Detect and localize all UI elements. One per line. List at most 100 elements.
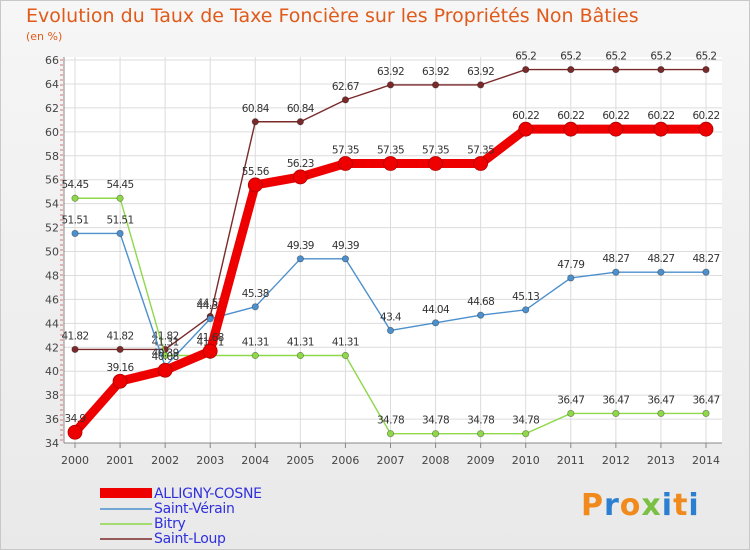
data-label: 48.27 — [602, 253, 629, 265]
data-label: 44.57 — [197, 297, 224, 309]
legend-label: Saint-Vérain — [154, 500, 235, 517]
data-point — [522, 306, 530, 314]
x-tick-label: 2000 — [61, 454, 89, 467]
data-label: 60.84 — [287, 103, 315, 115]
data-label: 49.39 — [332, 240, 359, 252]
proxiti-logo: Proxiti — [581, 488, 700, 523]
y-tick-label: 64 — [45, 78, 59, 91]
legend-label: Bitry — [154, 515, 186, 532]
data-point — [247, 177, 263, 193]
data-point — [612, 65, 620, 74]
x-tick-label: 2011 — [557, 454, 585, 467]
series-alligny-cosne: 34.9 39.16 40.08 41.68 55.56 56.23 57.35 57.35 5… — [65, 110, 720, 440]
data-label: 49.39 — [287, 240, 314, 252]
y-tick-label: 56 — [45, 174, 59, 187]
data-point — [698, 121, 714, 137]
data-point — [473, 156, 489, 171]
data-point — [157, 362, 173, 378]
data-label: 60.22 — [557, 110, 584, 122]
data-point — [612, 268, 620, 276]
data-point — [71, 229, 79, 238]
data-point — [292, 169, 308, 185]
data-point — [202, 343, 218, 359]
x-tick-label: 2009 — [467, 454, 495, 467]
y-tick-label: 52 — [45, 222, 59, 235]
x-tick-label: 2004 — [241, 454, 269, 467]
data-point — [702, 65, 710, 74]
legend-swatch-alligny — [100, 488, 152, 498]
data-point — [657, 268, 665, 276]
data-point — [477, 311, 485, 319]
data-label: 36.47 — [602, 394, 629, 406]
data-point — [386, 326, 395, 335]
data-label: 40.08 — [152, 351, 179, 363]
data-label: 60.22 — [647, 110, 674, 122]
data-label: 41.68 — [197, 332, 224, 344]
data-label: 65.2 — [560, 51, 581, 63]
data-label: 39.16 — [107, 362, 135, 374]
data-point — [386, 81, 395, 89]
data-point — [431, 81, 440, 89]
data-label: 34.78 — [512, 415, 539, 427]
data-point — [251, 303, 259, 311]
chart-title: Evolution du Taux de Taxe Foncière sur l… — [26, 5, 639, 27]
x-tick-label: 2008 — [422, 454, 450, 467]
legend-item-alligny[interactable]: ALLIGNY-COSNE — [100, 485, 262, 502]
logo-letter: r — [604, 488, 620, 523]
data-label: 65.2 — [515, 51, 536, 63]
data-label: 48.27 — [647, 253, 674, 265]
y-unit-label: (en %) — [26, 30, 63, 43]
data-label: 48.27 — [692, 253, 719, 265]
data-point — [386, 430, 395, 438]
data-label: 41.31 — [287, 337, 314, 349]
data-point — [518, 121, 534, 137]
y-tick-label: 36 — [45, 413, 59, 426]
data-label: 40.39 — [152, 348, 179, 360]
data-label: 36.47 — [647, 394, 674, 406]
legend-item-bitry[interactable]: Bitry — [100, 515, 262, 532]
y-tick-label: 46 — [45, 293, 59, 306]
data-label: 45.38 — [242, 288, 269, 300]
data-point — [477, 430, 485, 438]
x-tick-label: 2005 — [286, 454, 314, 467]
data-label: 54.45 — [107, 179, 134, 191]
data-label: 54.45 — [61, 179, 88, 191]
x-tick-label: 2006 — [331, 454, 359, 467]
y-tick-label: 66 — [45, 54, 59, 67]
data-point — [612, 409, 620, 418]
data-label: 47.79 — [557, 259, 584, 271]
data-point — [428, 156, 443, 171]
data-point — [567, 274, 575, 282]
y-tick-label: 42 — [45, 341, 59, 354]
data-label: 44.68 — [467, 296, 494, 308]
data-label: 41.82 — [61, 330, 88, 342]
y-tick-label: 50 — [45, 246, 59, 259]
data-label: 60.22 — [692, 110, 719, 122]
plot-area — [64, 57, 722, 443]
data-label: 57.35 — [467, 145, 494, 157]
legend-swatch-bitry — [100, 523, 152, 525]
data-label: 36.47 — [692, 394, 719, 406]
logo-letter: t — [673, 488, 689, 523]
legend-label: ALLIGNY-COSNE — [154, 485, 262, 502]
legend-item-saint-loup[interactable]: Saint-Loup — [100, 531, 262, 547]
data-label: 56.23 — [287, 158, 314, 170]
x-tick-label: 2010 — [512, 454, 540, 467]
data-label: 65.2 — [650, 51, 671, 63]
data-label: 43.4 — [380, 311, 402, 323]
x-tick-label: 2003 — [196, 454, 224, 467]
logo-letter: x — [641, 488, 662, 523]
data-point — [702, 268, 710, 276]
data-point — [341, 96, 350, 104]
data-label: 60.22 — [602, 110, 629, 122]
data-label: 41.31 — [242, 337, 269, 349]
data-point — [251, 351, 259, 360]
y-tick-label: 60 — [45, 126, 59, 139]
x-tick-label: 2002 — [151, 454, 179, 467]
data-point — [296, 351, 304, 360]
data-label: 34.78 — [422, 415, 449, 427]
data-label: 60.22 — [512, 110, 539, 122]
legend-item-saint-verain[interactable]: Saint-Vérain — [100, 500, 262, 517]
